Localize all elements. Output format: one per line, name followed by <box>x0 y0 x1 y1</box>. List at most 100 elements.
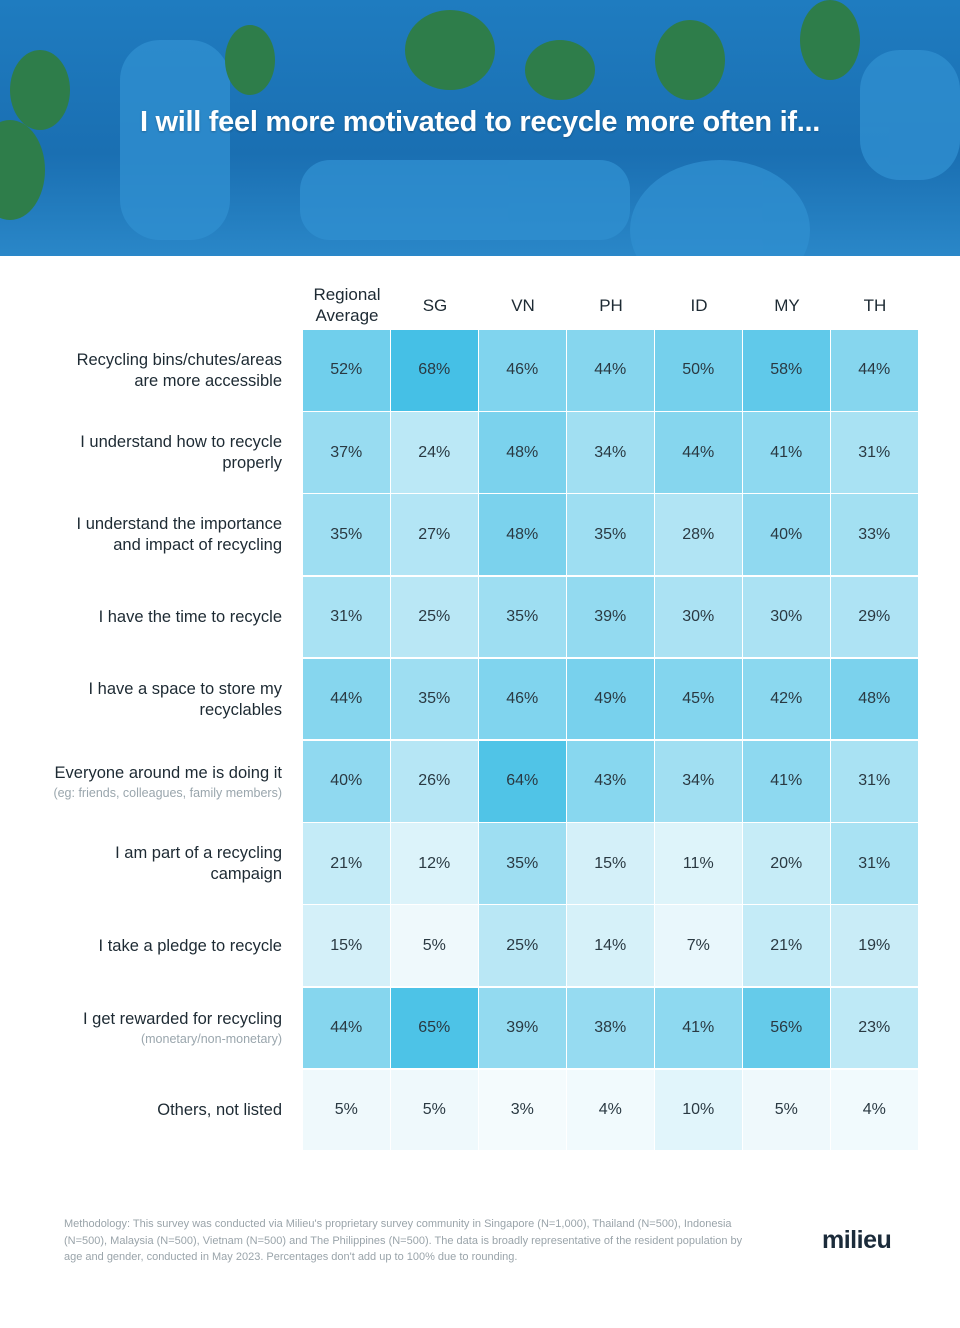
heatmap-cell: 4% <box>567 1069 654 1151</box>
heatmap-cell: 49% <box>567 658 654 740</box>
row-label-subtext: (monetary/non-monetary) <box>140 1032 282 1047</box>
heatmap-cell: 48% <box>479 412 566 493</box>
heatmap-cell: 46% <box>479 658 566 740</box>
heatmap-cell: 5% <box>303 1069 390 1151</box>
heatmap-cell: 46% <box>479 330 566 411</box>
row-label-text: I get rewarded for recycling <box>82 1010 282 1029</box>
heatmap-cell: 44% <box>831 330 918 411</box>
heatmap-cell: 37% <box>303 412 390 493</box>
heatmap-cell: 5% <box>391 905 478 987</box>
row-label: Recycling bins/chutes/areas are more acc… <box>20 330 282 412</box>
heatmap-cell: 15% <box>567 823 654 904</box>
heatmap-cell: 25% <box>479 905 566 987</box>
heatmap-cell: 64% <box>479 741 566 822</box>
heatmap-cell: 44% <box>303 987 390 1069</box>
heatmap-cell: 7% <box>655 905 742 987</box>
heatmap-cell: 20% <box>743 823 830 904</box>
heatmap-cell: 27% <box>391 494 478 576</box>
column-header: VN <box>511 295 535 315</box>
heatmap-cell: 12% <box>391 823 478 904</box>
heatmap-cell: 33% <box>831 494 918 576</box>
heatmap-cell: 65% <box>391 987 478 1069</box>
column-header: SG <box>422 295 448 315</box>
row-label: I have a space to store my recyclables <box>20 659 282 741</box>
methodology-note: Methodology: This survey was conducted v… <box>64 1218 743 1263</box>
heatmap-cell: 43% <box>567 741 654 822</box>
heatmap-cell: 29% <box>831 576 918 658</box>
heatmap-cell: 31% <box>303 576 390 658</box>
heatmap-cell: 41% <box>743 741 830 822</box>
heatmap-cell: 21% <box>303 823 390 904</box>
row-label: I understand the importance and impact o… <box>20 494 282 576</box>
chart-title: I will feel more motivated to recycle mo… <box>140 106 820 138</box>
heatmap-cell: 68% <box>391 330 478 411</box>
heatmap-cell: 48% <box>479 494 566 576</box>
row-label-text: I take a pledge to recycle <box>98 936 282 955</box>
heatmap-cell: 39% <box>567 576 654 658</box>
heatmap-cell: 30% <box>655 576 742 658</box>
row-label-text: Everyone around me is doing it <box>54 763 282 782</box>
row-label-text: I understand the importance and impact o… <box>76 515 282 555</box>
heatmap-cell: 25% <box>391 576 478 658</box>
row-label: I am part of a recycling campaign <box>20 823 282 905</box>
row-label-subtext: (eg: friends, colleagues, family members… <box>53 785 282 800</box>
heatmap-cell: 5% <box>743 1069 830 1151</box>
heatmap-cell: 34% <box>567 412 654 493</box>
heatmap-cell: 21% <box>743 905 830 987</box>
heatmap-cell: 23% <box>831 987 918 1069</box>
heatmap-cell: 41% <box>743 412 830 493</box>
heatmap-cell: 44% <box>655 412 742 493</box>
heatmap-cell: 45% <box>655 658 742 740</box>
heatmap-cell: 40% <box>303 741 390 822</box>
heatmap-cell: 35% <box>391 658 478 740</box>
heatmap-cell: 58% <box>743 330 830 411</box>
column-header: PH <box>599 295 623 315</box>
heatmap-cell: 26% <box>391 741 478 822</box>
heatmap-cell: 35% <box>303 494 390 576</box>
heatmap-cell: 42% <box>743 658 830 740</box>
row-label-text: Recycling bins/chutes/areas are more acc… <box>76 351 282 391</box>
column-header: TH <box>863 295 887 315</box>
row-label-text: Others, not listed <box>157 1101 282 1120</box>
heatmap-cell: 30% <box>743 576 830 658</box>
heatmap-cell: 50% <box>655 330 742 411</box>
column-header: ID <box>690 295 708 315</box>
heatmap-cell: 44% <box>567 330 654 411</box>
heatmap-cell: 40% <box>743 494 830 576</box>
heatmap-cell: 56% <box>743 987 830 1069</box>
row-label: I have the time to recycle <box>20 577 282 659</box>
heatmap-cell: 4% <box>831 1069 918 1151</box>
heatmap-cell: 31% <box>831 741 918 822</box>
heatmap-cell: 3% <box>479 1069 566 1151</box>
heatmap-cell: 31% <box>831 412 918 493</box>
heatmap-cell: 14% <box>567 905 654 987</box>
heatmap-cell: 48% <box>831 658 918 740</box>
column-header: Regional Average <box>313 285 381 325</box>
heatmap-cell: 34% <box>655 741 742 822</box>
row-label: Others, not listed <box>20 1070 282 1152</box>
heatmap-cell: 24% <box>391 412 478 493</box>
heatmap-cell: 5% <box>391 1069 478 1151</box>
heatmap-cell: 35% <box>479 576 566 658</box>
heatmap-cell: 38% <box>567 987 654 1069</box>
row-label-text: I understand how to recycle properly <box>80 433 282 473</box>
heatmap-cell: 52% <box>303 330 390 411</box>
heatmap-cell: 28% <box>655 494 742 576</box>
heatmap-cell: 41% <box>655 987 742 1069</box>
heatmap-cell: 35% <box>479 823 566 904</box>
row-label: Everyone around me is doing it (eg: frien… <box>20 741 282 823</box>
heatmap-cell: 39% <box>479 987 566 1069</box>
row-label: I take a pledge to recycle <box>20 905 282 987</box>
row-label: I understand how to recycle properly <box>20 412 282 494</box>
row-label: I get rewarded for recycling (monetary/no… <box>20 988 282 1070</box>
heatmap-cell: 35% <box>567 494 654 576</box>
header-banner: I will feel more motivated to recycle mo… <box>0 0 960 256</box>
heatmap-cell: 15% <box>303 905 390 987</box>
heatmap-cell: 10% <box>655 1069 742 1151</box>
heatmap-cell: 19% <box>831 905 918 987</box>
row-label-text: I have the time to recycle <box>98 608 282 627</box>
row-label-text: I have a space to store my recyclables <box>88 679 282 719</box>
heatmap-cell: 31% <box>831 823 918 904</box>
milieu-logo: milieu <box>822 1226 892 1254</box>
heatmap-cell: 44% <box>303 658 390 740</box>
